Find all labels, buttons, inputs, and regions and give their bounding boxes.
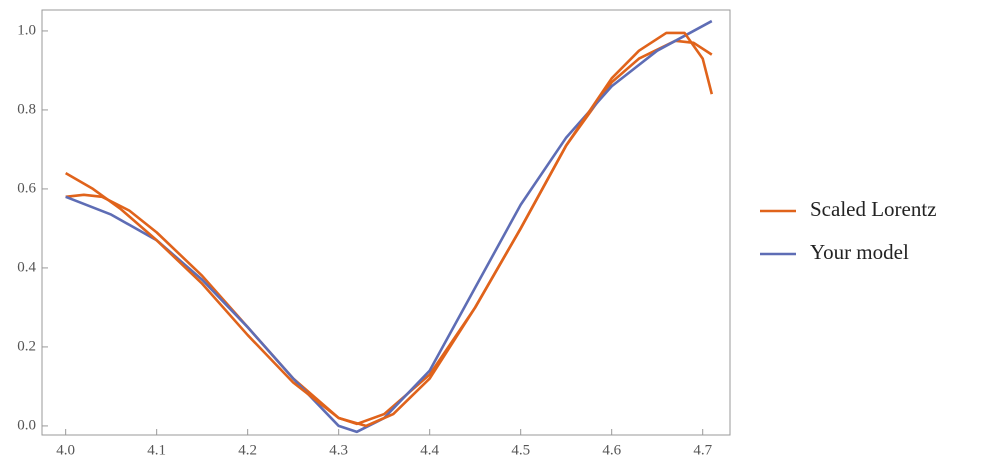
- series-line: [65, 31, 714, 428]
- x-tick-label: 4.2: [238, 442, 257, 458]
- x-tick-label: 4.6: [602, 442, 621, 458]
- x-tick-label: 4.5: [511, 442, 530, 458]
- y-tick-label: 0.0: [17, 417, 36, 433]
- y-tick-label: 0.6: [17, 180, 36, 196]
- plot-frame: [41, 9, 731, 436]
- x-tick-label: 4.4: [420, 442, 439, 458]
- y-tick-label: 0.2: [17, 338, 36, 354]
- series-line: [65, 39, 713, 426]
- x-tick-label: 4.0: [56, 442, 75, 458]
- y-tick-label: 1.0: [17, 22, 36, 38]
- y-tick-label: 0.4: [17, 259, 36, 275]
- x-tick-label: 4.1: [147, 442, 166, 458]
- series-line: [65, 19, 713, 434]
- y-tick-label: 0.8: [17, 101, 36, 117]
- x-tick-label: 4.7: [693, 442, 712, 458]
- x-tick-label: 4.3: [329, 442, 348, 458]
- legend-label: Your model: [810, 240, 909, 264]
- legend-label: Scaled Lorentz: [810, 197, 937, 221]
